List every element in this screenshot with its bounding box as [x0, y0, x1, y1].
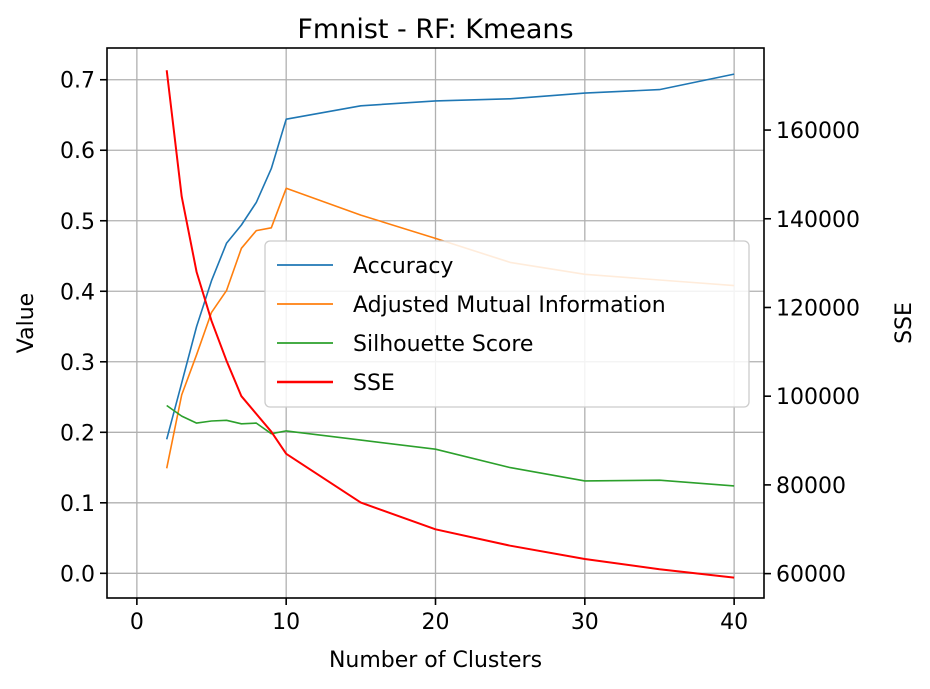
y-tick-label: 0.4	[60, 280, 95, 305]
x-axis-label: Number of Clusters	[329, 648, 542, 673]
x-tick-label: 30	[571, 610, 599, 635]
y-tick-label: 0.3	[60, 351, 95, 376]
y2-tick-label: 80000	[776, 474, 846, 499]
y-tick-label: 0.0	[60, 562, 95, 587]
legend-label: Adjusted Mutual Information	[353, 293, 666, 318]
y2-tick-label: 60000	[776, 563, 846, 588]
y2-tick-label: 120000	[776, 296, 860, 321]
chart-title: Fmnist - RF: Kmeans	[297, 14, 573, 45]
y2-axis-label: SSE	[892, 302, 917, 344]
y-tick-label: 0.1	[60, 492, 95, 517]
x-tick-label: 0	[130, 610, 144, 635]
y-tick-label: 0.2	[60, 421, 95, 446]
y-tick-label: 0.5	[60, 210, 95, 235]
legend-label: SSE	[353, 371, 395, 396]
y2-tick-label: 100000	[776, 385, 860, 410]
x-tick-label: 10	[272, 610, 300, 635]
y-tick-label: 0.7	[60, 69, 95, 94]
series-line-silhouette-score	[166, 404, 735, 487]
legend-label: Silhouette Score	[353, 332, 533, 357]
y-tick-label: 0.6	[60, 139, 95, 164]
tick-labels: 0 10 20 30 40 0.0 0.1 0.2 0.3 0.4 0.5 0.6 0.7 60000 80…	[60, 69, 860, 635]
series-line-accuracy	[165, 73, 735, 440]
axes	[100, 47, 771, 605]
legend: Accuracy Adjusted Mutual Information Silho…	[264, 240, 750, 408]
series-line-sse	[165, 70, 735, 579]
y2-tick-label: 140000	[776, 208, 860, 233]
x-tick-label: 20	[422, 610, 450, 635]
y-axis-label: Value	[14, 293, 39, 353]
y2-tick-label: 160000	[776, 119, 860, 144]
x-tick-label: 40	[720, 610, 748, 635]
legend-box	[264, 240, 750, 408]
plot-frame	[106, 47, 765, 599]
legend-label: Accuracy	[353, 254, 453, 279]
